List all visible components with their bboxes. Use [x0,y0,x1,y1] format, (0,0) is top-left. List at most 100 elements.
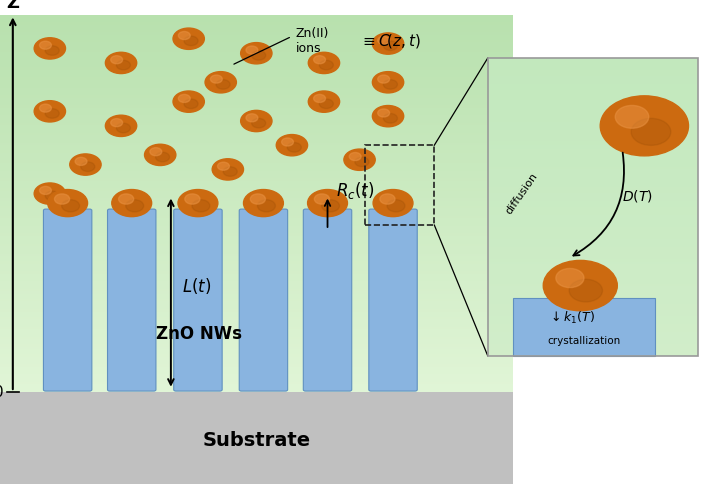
Bar [488,175,698,177]
Bar [0,113,513,115]
Bar [0,120,513,123]
Circle shape [48,190,88,217]
Bar [488,266,698,269]
Bar [488,207,698,209]
Bar [488,350,698,352]
Bar [488,60,698,62]
Bar [0,90,513,92]
Bar [488,233,698,235]
Bar [0,75,513,77]
Bar [488,310,698,312]
Circle shape [383,41,397,50]
FancyBboxPatch shape [369,209,417,391]
Bar [488,296,698,298]
Bar [0,188,513,191]
Circle shape [150,148,162,156]
Bar [488,171,698,173]
Bar [0,337,513,339]
Bar [488,274,698,276]
Text: ZnO NWs: ZnO NWs [157,325,242,343]
Bar [488,165,698,167]
Bar [488,284,698,286]
Bar [488,121,698,123]
Circle shape [308,91,340,112]
Bar [488,346,698,348]
Bar [488,201,698,203]
Bar [488,260,698,262]
Circle shape [178,94,190,103]
Bar [488,306,698,308]
Bar [488,354,698,356]
Bar [488,328,698,330]
Bar [488,282,698,284]
Circle shape [373,190,413,217]
Bar [488,215,698,217]
Circle shape [212,159,244,180]
Circle shape [313,94,325,103]
Bar [488,324,698,326]
Bar [488,98,698,100]
Bar [0,321,513,324]
Bar [0,213,513,216]
Circle shape [39,41,51,49]
Circle shape [45,191,59,200]
Bar [488,278,698,280]
Bar [488,203,698,205]
Bar [0,276,513,279]
Circle shape [241,110,272,132]
Bar [488,155,698,157]
Bar [0,390,513,392]
FancyBboxPatch shape [108,209,156,391]
Bar [0,60,513,62]
Bar [0,145,513,148]
Bar [0,62,513,65]
Bar [488,100,698,102]
Bar [0,314,513,317]
Bar [0,82,513,85]
Bar [488,58,698,60]
Circle shape [631,118,671,145]
Bar [488,123,698,125]
Bar [488,153,698,155]
Bar [0,289,513,291]
Bar [0,196,513,198]
Circle shape [45,108,59,118]
Bar [0,166,513,168]
Bar [0,170,513,173]
Bar [488,116,698,118]
Circle shape [70,154,101,175]
Bar [0,354,513,357]
Circle shape [319,60,333,70]
Circle shape [313,56,325,64]
Circle shape [39,186,51,195]
Bar [488,159,698,161]
Bar [0,299,513,302]
Text: $D(T)$: $D(T)$ [622,188,653,204]
Bar [513,298,655,356]
Circle shape [372,33,404,54]
Bar [488,70,698,72]
Bar [0,224,513,226]
Bar [0,372,513,375]
Bar [488,181,698,183]
Bar [0,52,513,55]
Bar [488,253,698,255]
Bar [0,133,513,136]
Bar [488,211,698,213]
Circle shape [543,260,617,311]
Circle shape [55,194,70,204]
Circle shape [34,38,66,59]
Bar [488,227,698,229]
Bar [488,66,698,68]
Circle shape [372,106,404,127]
Bar [488,173,698,175]
Bar [0,256,513,258]
Circle shape [110,119,122,127]
Bar [488,292,698,294]
Bar [488,86,698,88]
Bar [0,327,513,329]
Bar [488,112,698,114]
Bar [488,199,698,201]
Bar [488,157,698,159]
Bar [0,35,513,37]
